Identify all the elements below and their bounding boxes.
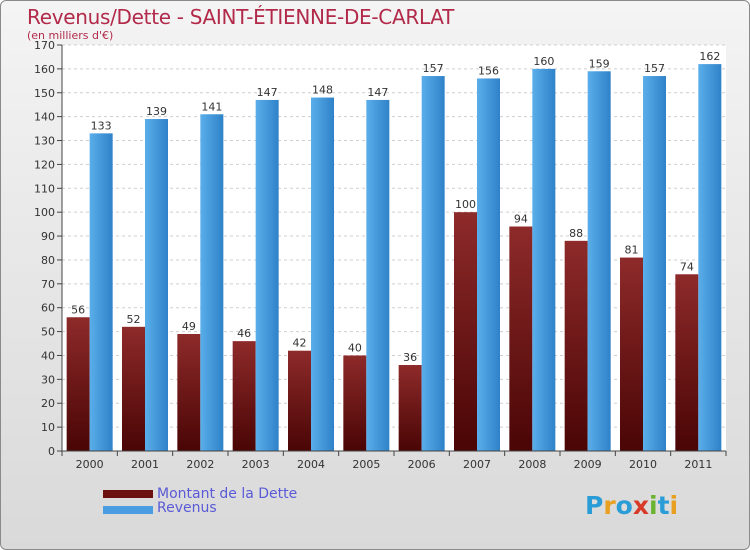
data-label-revenus: 156 xyxy=(478,64,499,77)
data-label-debt: 56 xyxy=(71,303,85,316)
legend-label-debt: Montant de la Dette xyxy=(157,486,298,502)
bar-debt xyxy=(675,274,699,451)
data-label-debt: 42 xyxy=(293,337,307,350)
y-tick-label: 50 xyxy=(41,326,55,339)
x-tick-label: 2007 xyxy=(463,458,491,471)
bar-revenus xyxy=(532,68,556,451)
legend-swatch-debt xyxy=(103,490,153,498)
y-tick-label: 60 xyxy=(41,302,55,315)
y-tick-label: 130 xyxy=(34,135,55,148)
bar-revenus xyxy=(587,71,611,451)
x-tick-label: 2000 xyxy=(76,458,104,471)
y-tick-label: 170 xyxy=(34,39,55,52)
y-tick-label: 140 xyxy=(34,111,55,124)
bar-debt xyxy=(177,333,201,451)
data-label-revenus: 160 xyxy=(533,55,554,68)
y-tick-label: 150 xyxy=(34,87,55,100)
chart-subtitle: (en milliers d'€) xyxy=(27,29,114,42)
bar-revenus xyxy=(89,133,113,452)
y-tick-label: 90 xyxy=(41,230,55,243)
x-tick-label: 2006 xyxy=(408,458,436,471)
proxiti-logo: Proxiti xyxy=(585,491,678,520)
y-tick-label: 30 xyxy=(41,373,55,386)
data-label-revenus: 147 xyxy=(367,86,388,99)
bar-revenus xyxy=(145,119,168,452)
data-label-debt: 81 xyxy=(625,244,639,257)
x-tick-label: 2009 xyxy=(574,458,602,471)
bar-debt xyxy=(343,355,367,451)
y-tick-label: 40 xyxy=(41,349,55,362)
logo-letter: i xyxy=(669,491,679,520)
chart-title: Revenus/Dette - SAINT-ÉTIENNE-DE-CARLAT xyxy=(27,5,454,29)
data-label-revenus: 133 xyxy=(91,119,112,132)
y-tick-label: 20 xyxy=(41,397,55,410)
bar-revenus xyxy=(421,76,445,451)
data-label-debt: 94 xyxy=(514,213,528,226)
x-tick-label: 2001 xyxy=(131,458,159,471)
bar-debt xyxy=(454,212,477,451)
logo-letter: P xyxy=(585,491,604,520)
bar-debt xyxy=(66,317,90,451)
bar-revenus xyxy=(311,97,334,452)
x-tick-label: 2003 xyxy=(242,458,270,471)
logo-letter: i xyxy=(649,491,658,520)
y-tick-label: 10 xyxy=(41,421,55,434)
bar-revenus xyxy=(255,99,279,451)
x-tick-label: 2004 xyxy=(297,458,325,471)
bar-debt xyxy=(122,326,145,451)
bar-debt xyxy=(620,257,643,451)
data-label-debt: 36 xyxy=(403,351,417,364)
bar-revenus xyxy=(366,99,390,451)
logo-letter: t xyxy=(657,491,670,520)
data-label-revenus: 157 xyxy=(423,62,444,75)
data-label-debt: 52 xyxy=(127,313,141,326)
bar-debt xyxy=(398,365,422,451)
y-tick-label: 80 xyxy=(41,254,55,267)
data-label-debt: 49 xyxy=(182,320,196,333)
legend-swatch-revenus xyxy=(103,506,153,514)
data-label-debt: 100 xyxy=(455,198,476,211)
y-tick-label: 120 xyxy=(34,158,55,171)
logo-letter: x xyxy=(632,491,649,520)
y-tick-label: 70 xyxy=(41,278,55,291)
x-tick-label: 2011 xyxy=(684,458,712,471)
y-tick-label: 100 xyxy=(34,206,55,219)
data-label-revenus: 148 xyxy=(312,84,333,97)
legend-label-revenus: Revenus xyxy=(157,500,217,516)
bar-debt xyxy=(564,240,588,451)
y-tick-label: 110 xyxy=(34,182,55,195)
data-label-revenus: 159 xyxy=(589,57,610,70)
plot-area xyxy=(62,45,726,451)
data-label-revenus: 141 xyxy=(201,100,222,113)
data-label-debt: 74 xyxy=(680,260,694,273)
bar-revenus xyxy=(477,78,500,451)
data-label-debt: 88 xyxy=(569,227,583,240)
x-tick-label: 2005 xyxy=(352,458,380,471)
bar-debt xyxy=(509,226,533,451)
data-label-revenus: 147 xyxy=(257,86,278,99)
bar-debt xyxy=(232,341,256,451)
x-tick-label: 2010 xyxy=(629,458,657,471)
bar-revenus xyxy=(698,64,722,451)
data-label-revenus: 139 xyxy=(146,105,167,118)
logo-letter: o xyxy=(615,491,633,520)
x-tick-label: 2008 xyxy=(518,458,546,471)
data-label-debt: 40 xyxy=(348,341,362,354)
y-tick-label: 0 xyxy=(48,445,55,458)
bar-revenus xyxy=(643,76,666,451)
logo-letter: r xyxy=(603,491,616,520)
bar-revenus xyxy=(200,114,224,452)
data-label-debt: 46 xyxy=(237,327,251,340)
x-tick-label: 2002 xyxy=(186,458,214,471)
data-label-revenus: 157 xyxy=(644,62,665,75)
y-tick-label: 160 xyxy=(34,63,55,76)
data-label-revenus: 162 xyxy=(699,50,720,63)
bar-debt xyxy=(288,350,311,451)
